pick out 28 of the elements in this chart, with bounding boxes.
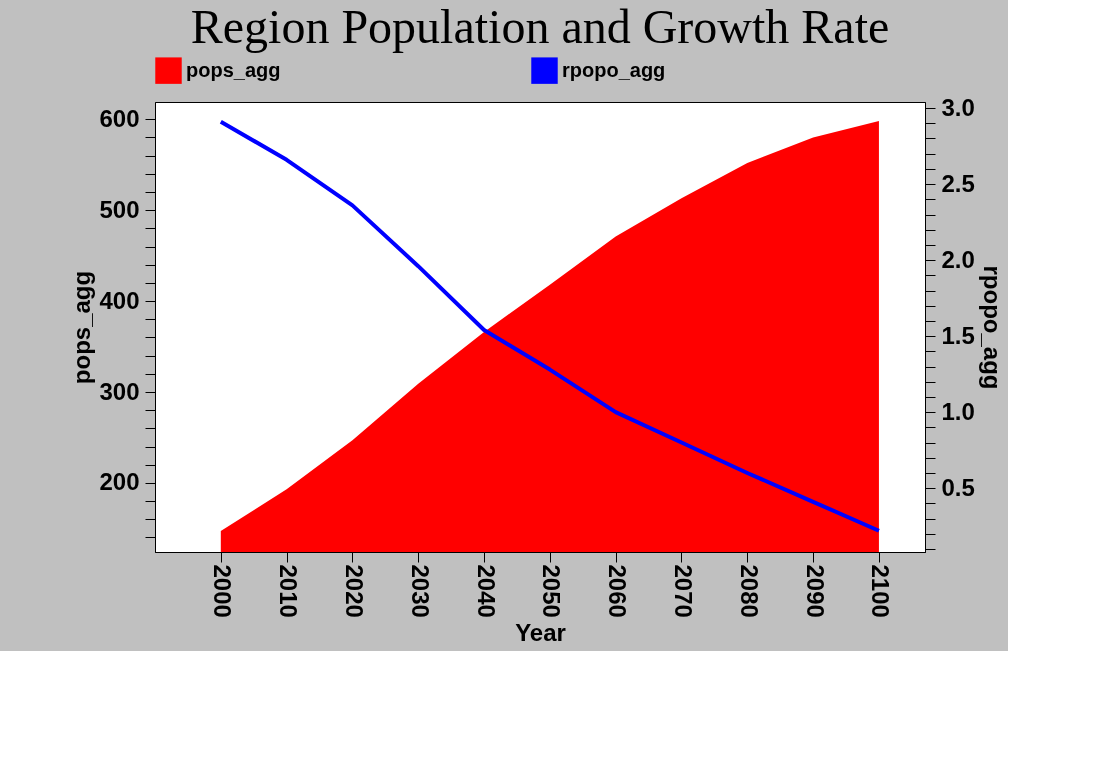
y2-tick-label: 2.0 — [941, 245, 975, 273]
x-tick-label: 2010 — [275, 564, 303, 618]
x-tick-label: 2090 — [801, 564, 829, 618]
y-tick-label: 200 — [99, 468, 140, 496]
x-axis-title: Year — [515, 618, 566, 646]
x-tick-label: 2040 — [472, 564, 500, 618]
y2-tick-label: 1.0 — [941, 397, 975, 425]
x-tick-label: 2100 — [867, 564, 895, 618]
y-axis-title: pops_agg — [68, 270, 96, 385]
y-tick-label: 600 — [99, 104, 140, 132]
y2-tick-label: 2.5 — [941, 169, 975, 197]
y-tick-label: 300 — [99, 377, 140, 405]
y-tick-label: 500 — [99, 195, 140, 223]
x-tick-label: 2030 — [406, 564, 434, 618]
x-tick-label: 2050 — [538, 564, 566, 618]
y-tick-label: 400 — [99, 286, 140, 314]
x-tick-label: 2000 — [209, 564, 237, 618]
x-tick-label: 2020 — [340, 564, 368, 618]
y2-axis-title: rpopo_agg — [978, 265, 1006, 390]
y2-tick-label: 0.5 — [941, 473, 975, 501]
legend-label: rpopo_agg — [562, 58, 666, 81]
x-tick-label: 2080 — [735, 564, 763, 618]
chart-title: Region Population and Growth Rate — [190, 0, 890, 53]
y2-tick-label: 3.0 — [941, 93, 975, 121]
x-tick-label: 2060 — [604, 564, 632, 618]
legend-label: pops_agg — [186, 58, 281, 81]
x-tick-label: 2070 — [670, 564, 697, 618]
y2-tick-label: 1.5 — [941, 321, 975, 349]
